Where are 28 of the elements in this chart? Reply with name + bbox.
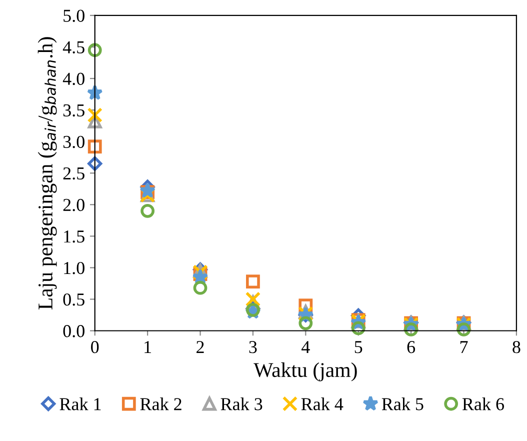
legend-label: Rak 1 (60, 398, 101, 410)
y-tick-label: 0.0 (63, 325, 84, 338)
y-tick-label: 5.0 (64, 10, 84, 22)
x-tick-label: 3 (249, 341, 257, 354)
y-tick-label: 1.5 (64, 230, 84, 243)
x-tick-label: 2 (196, 341, 204, 353)
x-tick-label: 1 (144, 341, 151, 353)
x-axis-title: Waktu (jam) (254, 362, 357, 382)
x-tick-label: 4 (302, 341, 310, 353)
x-tick-label: 8 (512, 340, 520, 354)
legend-label: Rak 3 (220, 398, 262, 410)
legend-label: Rak 4 (301, 398, 344, 410)
legend-label: Rak 6 (462, 398, 504, 410)
x-tick-label: 5 (354, 341, 362, 354)
y-tick-label: 4.0 (62, 72, 84, 86)
legend-label: Rak 2 (140, 398, 182, 410)
y-tick-label: 0.5 (63, 293, 84, 306)
x-tick-label: 0 (91, 340, 99, 354)
y-tick-label: 3.5 (63, 104, 84, 117)
y-tick-label: 3.0 (63, 136, 84, 148)
y-tick-label: 1.0 (64, 262, 84, 274)
y-axis-title: Laju pengeringan (g$_{air}$/g$_{bahan}$.h) (38, 37, 57, 310)
y-tick-label: 4.5 (62, 41, 84, 54)
x-tick-label: 6 (407, 341, 416, 354)
legend-label: Rak 5 (382, 398, 424, 410)
x-tick-label: 7 (460, 341, 468, 353)
y-tick-label: 2.0 (63, 198, 84, 212)
y-tick-label: 2.5 (63, 167, 84, 180)
